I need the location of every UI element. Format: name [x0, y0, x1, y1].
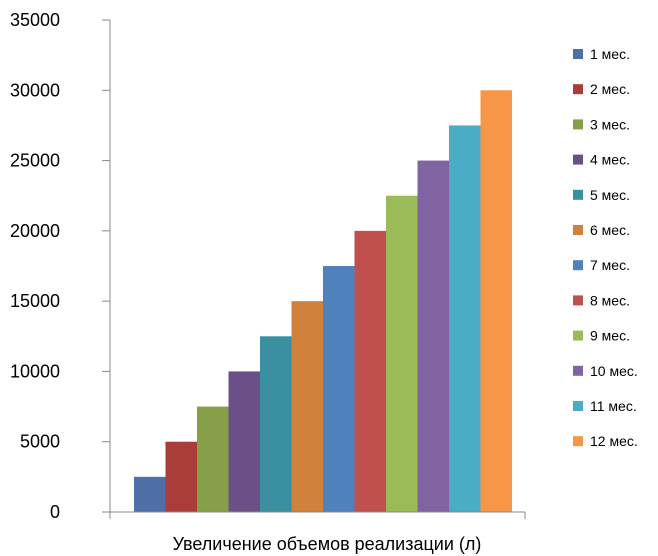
legend-item: 2 мес.	[573, 81, 630, 97]
bar-3	[197, 406, 229, 512]
bars	[134, 90, 512, 513]
y-tick-label: 5000	[20, 432, 60, 452]
legend-swatch	[573, 436, 583, 447]
bar-12	[480, 90, 512, 513]
y-tick-label: 30000	[10, 80, 60, 100]
legend-label: 10 мес.	[590, 363, 638, 379]
legend-swatch	[573, 84, 583, 95]
legend-swatch	[573, 225, 583, 235]
bar-2	[165, 441, 197, 512]
legend-item: 1 мес.	[573, 46, 630, 62]
bar-9	[386, 195, 418, 512]
legend-label: 3 мес.	[590, 116, 630, 132]
bar-1	[134, 476, 166, 512]
bar-5	[260, 336, 292, 512]
legend-label: 12 мес.	[590, 433, 638, 449]
bar-7	[323, 266, 355, 512]
y-tick-label: 35000	[10, 10, 60, 30]
y-tick-label: 20000	[10, 221, 60, 241]
legend-item: 4 мес.	[573, 152, 630, 168]
legend-swatch	[573, 365, 583, 376]
y-tick-label: 10000	[10, 361, 60, 381]
legend-label: 9 мес.	[590, 328, 630, 344]
legend-item: 3 мес.	[573, 116, 630, 132]
legend-swatch	[573, 295, 583, 306]
legend-swatch	[573, 49, 583, 59]
legend-swatch	[573, 154, 583, 165]
legend-item: 11 мес.	[573, 398, 637, 414]
legend-label: 11 мес.	[590, 398, 637, 414]
legend-item: 6 мес.	[573, 222, 630, 238]
legend: 1 мес. 2 мес. 3 мес. 4 мес. 5 мес. 6 мес. 7 ме…	[573, 46, 638, 449]
legend-swatch	[573, 401, 583, 411]
legend-label: 4 мес.	[590, 152, 630, 168]
legend-item: 12 мес.	[573, 433, 638, 449]
legend-swatch	[573, 119, 583, 130]
legend-label: 8 мес.	[590, 292, 630, 308]
bar-10	[417, 160, 449, 513]
bar-11	[449, 125, 481, 512]
legend-swatch	[573, 330, 583, 341]
legend-item: 5 мес.	[573, 187, 630, 203]
legend-item: 10 мес.	[573, 363, 638, 379]
legend-item: 8 мес.	[573, 292, 630, 308]
y-tick-label: 0	[50, 502, 60, 522]
legend-label: 5 мес.	[590, 187, 630, 203]
x-axis-label: Увеличение объемов реализации (л)	[173, 534, 482, 554]
bar-4	[228, 371, 260, 512]
bar-8	[354, 230, 386, 512]
legend-item: 9 мес.	[573, 328, 630, 344]
legend-label: 2 мес.	[590, 81, 630, 97]
axes	[109, 20, 526, 519]
legend-swatch	[573, 260, 583, 271]
legend-label: 1 мес.	[590, 46, 630, 62]
legend-label: 7 мес.	[590, 257, 630, 273]
bar-6	[291, 301, 323, 512]
y-tick-label: 25000	[10, 151, 60, 171]
legend-swatch	[573, 189, 583, 200]
y-axis-ticks: 0 5000 10000 15000 20000 25000 30000 35000	[10, 10, 110, 522]
y-tick-label: 15000	[10, 291, 60, 311]
legend-label: 6 мес.	[590, 222, 630, 238]
legend-item: 7 мес.	[573, 257, 630, 273]
